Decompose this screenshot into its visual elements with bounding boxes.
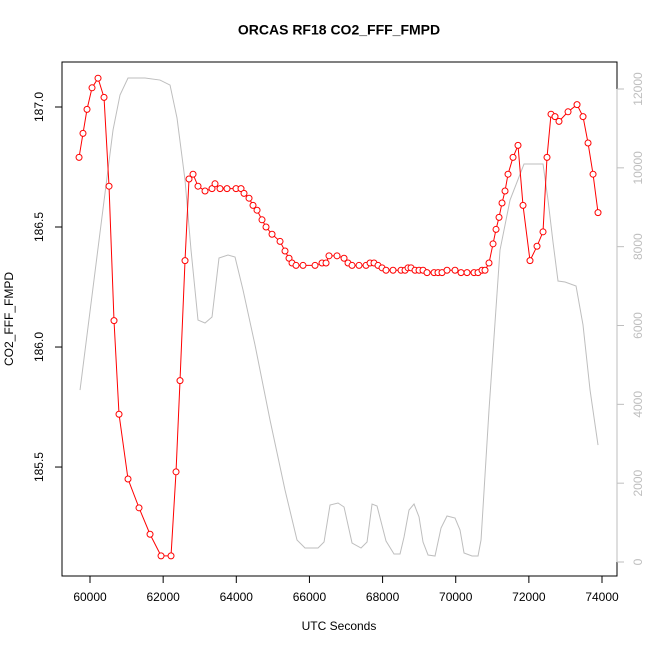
data-point: [75, 153, 83, 161]
x-tick-label: 72000: [512, 590, 546, 604]
data-point: [262, 223, 270, 231]
data-point: [146, 530, 154, 538]
data-point: [311, 261, 319, 269]
data-point: [105, 182, 113, 190]
data-point: [167, 552, 175, 560]
data-point: [157, 552, 165, 560]
data-point: [589, 170, 597, 178]
data-point: [564, 108, 572, 116]
data-point: [94, 74, 102, 82]
data-point: [189, 170, 197, 178]
y2-tick-label: 6000: [631, 312, 645, 339]
y-tick-label: 185.5: [32, 452, 46, 482]
x-tick-label: 60000: [73, 590, 107, 604]
data-point: [423, 269, 431, 277]
data-point: [509, 153, 517, 161]
data-point: [495, 213, 503, 221]
data-point: [249, 201, 257, 209]
x-tick-label: 68000: [366, 590, 400, 604]
data-point: [268, 230, 276, 238]
chart-title: ORCAS RF18 CO2_FFF_FMPD: [238, 22, 440, 38]
data-point: [201, 187, 209, 195]
data-point: [389, 266, 397, 274]
data-point: [79, 129, 87, 137]
data-point: [355, 261, 363, 269]
data-point: [281, 247, 289, 255]
data-point: [526, 257, 534, 265]
data-point: [258, 216, 266, 224]
x-tick-label: 70000: [439, 590, 473, 604]
data-point: [504, 170, 512, 178]
data-point: [573, 101, 581, 109]
data-point: [551, 113, 559, 121]
y-tick-label: 186.0: [32, 332, 46, 362]
y2-tick-label: 4000: [631, 391, 645, 418]
data-point: [253, 206, 261, 214]
data-point: [457, 269, 465, 277]
data-point: [83, 105, 91, 113]
x-tick-label: 62000: [146, 590, 180, 604]
data-point: [555, 117, 563, 125]
data-point: [533, 242, 541, 250]
data-point: [498, 199, 506, 207]
data-point: [172, 468, 180, 476]
data-point: [539, 228, 547, 236]
data-point: [514, 141, 522, 149]
data-point: [299, 261, 307, 269]
data-point: [110, 317, 118, 325]
y2-tick-label: 10000: [631, 151, 645, 185]
data-point: [501, 187, 509, 195]
series-line: [79, 77, 599, 557]
data-point: [348, 261, 356, 269]
data-point: [333, 252, 341, 260]
data-point: [322, 259, 330, 267]
data-point: [240, 189, 248, 197]
data-point: [176, 377, 184, 385]
series-line: [78, 77, 599, 557]
data-point: [181, 257, 189, 265]
data-point: [519, 201, 527, 209]
data-point: [245, 194, 253, 202]
data-point: [463, 269, 471, 277]
data-point: [584, 139, 592, 147]
data-point: [115, 410, 123, 418]
data-point: [485, 259, 493, 267]
data-point: [276, 237, 284, 245]
data-point: [211, 180, 219, 188]
data-point: [594, 209, 602, 217]
data-point: [492, 225, 500, 233]
data-point: [216, 185, 224, 193]
y-tick-label: 186.5: [32, 212, 46, 242]
y2-tick-label: 0: [631, 558, 645, 565]
data-point: [340, 254, 348, 262]
y2-tick-label: 12000: [631, 72, 645, 106]
x-axis-label: UTC Seconds: [302, 619, 377, 633]
plot-frame: [61, 61, 618, 577]
y2-tick-label: 8000: [631, 233, 645, 260]
data-point: [88, 84, 96, 92]
data-point: [100, 93, 108, 101]
x-tick-label: 64000: [220, 590, 254, 604]
x-tick-label: 74000: [585, 590, 619, 604]
data-point: [481, 266, 489, 274]
data-point: [579, 113, 587, 121]
y-axis-label: CO2_FFF_FMPD: [2, 272, 16, 366]
data-point: [124, 475, 132, 483]
data-point: [292, 261, 300, 269]
data-point: [325, 252, 333, 260]
x-tick-label: 66000: [293, 590, 327, 604]
data-point: [135, 504, 143, 512]
y2-tick-label: 2000: [631, 470, 645, 497]
data-point: [543, 153, 551, 161]
data-point: [194, 182, 202, 190]
data-point: [223, 185, 231, 193]
data-point: [382, 266, 390, 274]
y-tick-label: 187.0: [32, 92, 46, 122]
data-point: [443, 266, 451, 274]
data-point: [185, 175, 193, 183]
data-point: [451, 266, 459, 274]
data-point: [489, 240, 497, 248]
